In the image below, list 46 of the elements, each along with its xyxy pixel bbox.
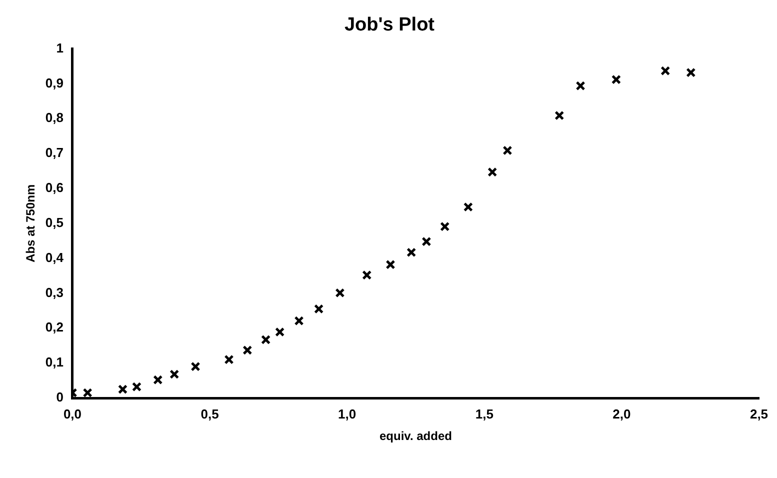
chart-title: Job's Plot: [344, 14, 436, 36]
x-tick-label: 2,5: [750, 406, 768, 422]
y-tick-label: 0,1: [45, 354, 64, 370]
point: [132, 382, 142, 392]
point: [554, 110, 564, 120]
point: [362, 270, 372, 280]
point: [82, 388, 92, 398]
x-tick-label: 0,5: [200, 406, 219, 422]
point: [686, 68, 696, 78]
x-tick-label: 2,0: [612, 406, 631, 422]
point: [611, 74, 621, 84]
point: [576, 81, 586, 91]
point: [242, 345, 252, 355]
y-tick-label: 0,2: [45, 320, 64, 335]
point: [170, 369, 180, 380]
point: [153, 375, 163, 385]
y-tick-label: 0,8: [45, 110, 64, 126]
point: [314, 304, 324, 314]
y-tick-label: 0,3: [45, 284, 64, 300]
point: [261, 334, 271, 344]
x-tick-label: 0,0: [63, 406, 82, 422]
y-tick-label: 0,7: [45, 145, 64, 160]
point: [422, 236, 432, 246]
point: [386, 260, 396, 270]
y-tick-label: 0,9: [45, 75, 64, 90]
point: [275, 327, 285, 337]
point: [660, 66, 670, 76]
y-tick-label: 0,6: [45, 180, 64, 196]
point: [335, 288, 345, 298]
x-tick-label: 1,5: [475, 406, 494, 422]
y-tick-label: 0,5: [45, 214, 64, 230]
point: [294, 316, 304, 326]
point: [118, 384, 128, 394]
point: [440, 222, 450, 232]
x-axis-title: equiv. added: [380, 429, 452, 444]
point: [463, 202, 473, 212]
y-axis-title: Abs at 750nm: [24, 184, 38, 262]
point: [488, 167, 498, 177]
x-tick-label: 1,0: [338, 406, 356, 422]
point: [224, 354, 234, 364]
point: [406, 248, 416, 258]
y-tick-label: 0: [56, 390, 64, 405]
y-tick-label: 0,4: [45, 250, 64, 265]
point: [190, 362, 200, 372]
point: [502, 146, 512, 156]
y-tick-label: 1: [56, 40, 64, 56]
